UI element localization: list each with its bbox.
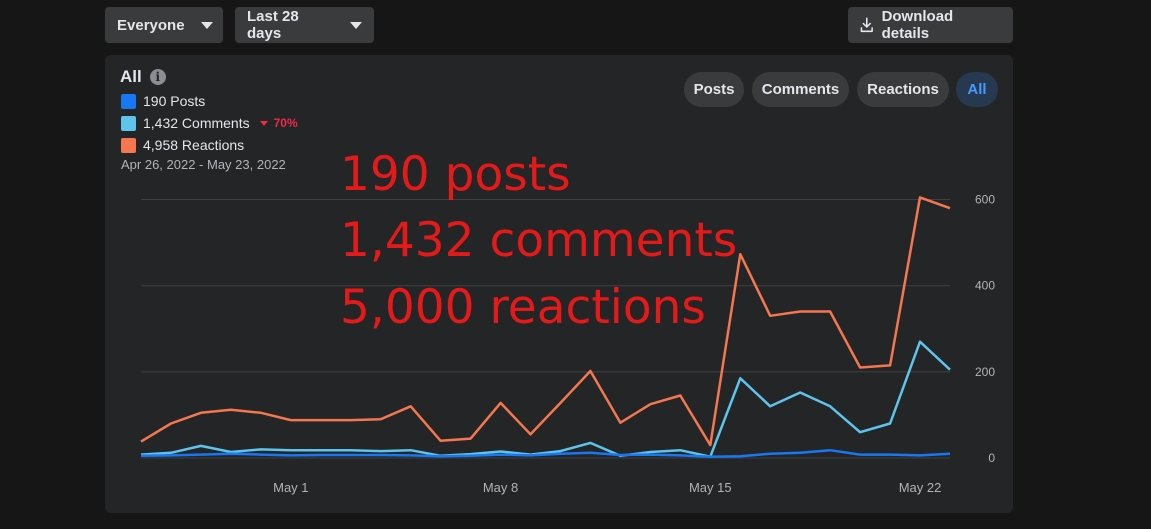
caret-down-icon: [200, 21, 213, 29]
y-tick-label: 400: [975, 279, 995, 293]
card-title-text: All: [120, 67, 142, 86]
line-chart: 0 200 400 600 May 1 May 8 May 15 May 22: [140, 193, 995, 495]
audience-dropdown-label: Everyone: [117, 16, 185, 34]
y-tick-label: 0: [988, 451, 995, 465]
legend-label-posts: 190 Posts: [143, 93, 206, 109]
legend-item-comments: 1,432 Comments 70%: [121, 112, 298, 134]
tab-posts[interactable]: Posts: [684, 72, 744, 107]
download-details-button[interactable]: Download details: [848, 7, 1013, 43]
x-axis: May 1 May 8 May 15 May 22: [273, 480, 941, 495]
legend-label-comments: 1,432 Comments: [143, 115, 250, 131]
x-tick-label: May 1: [273, 480, 308, 495]
annotation-posts: 190 posts: [340, 147, 571, 202]
legend-swatch-reactions: [121, 137, 136, 153]
legend: 190 Posts 1,432 Comments 70% 4,958 React…: [121, 90, 298, 156]
series-line-comments: [140, 340, 951, 458]
download-icon: [860, 17, 873, 33]
y-tick-label: 200: [975, 365, 995, 379]
y-tick-label: 600: [975, 193, 995, 207]
legend-label-reactions: 4,958 Reactions: [143, 137, 245, 153]
caret-down-icon: [350, 21, 362, 29]
comments-change-badge: 70%: [259, 116, 298, 130]
decrease-arrow-icon: [259, 120, 268, 126]
chart-card: All i 190 Posts 1,432 Comments 70% 4,958…: [105, 55, 1013, 513]
toolbar: Everyone Last 28 days Download details: [0, 0, 1151, 52]
tab-comments[interactable]: Comments: [752, 72, 849, 107]
x-tick-label: May 8: [483, 480, 518, 495]
date-range-dropdown[interactable]: Last 28 days: [235, 7, 374, 43]
date-range-dropdown-label: Last 28 days: [247, 8, 299, 42]
legend-item-posts: 190 Posts: [121, 90, 298, 112]
annotation-comments: 1,432 comments: [340, 213, 738, 268]
annotation-reactions: 5,000 reactions: [340, 280, 706, 335]
comments-change-value: 70%: [273, 116, 298, 130]
legend-swatch-comments: [121, 115, 136, 131]
legend-swatch-posts: [121, 93, 136, 109]
chart-grid: [141, 199, 950, 459]
legend-item-reactions: 4,958 Reactions: [121, 134, 298, 156]
y-axis: 0 200 400 600: [975, 193, 995, 465]
tab-all[interactable]: All: [956, 72, 998, 107]
series-line-posts: [140, 448, 951, 458]
x-tick-label: May 22: [899, 480, 942, 495]
date-range-text: Apr 26, 2022 - May 23, 2022: [121, 157, 286, 172]
x-tick-label: May 15: [689, 480, 732, 495]
audience-dropdown[interactable]: Everyone: [105, 7, 223, 43]
tab-reactions[interactable]: Reactions: [857, 72, 949, 107]
series-line-reactions: [140, 196, 951, 447]
card-title: All i: [120, 67, 166, 87]
download-details-label: Download details: [881, 8, 954, 42]
info-icon[interactable]: i: [149, 69, 166, 85]
chart-series: [140, 196, 951, 458]
